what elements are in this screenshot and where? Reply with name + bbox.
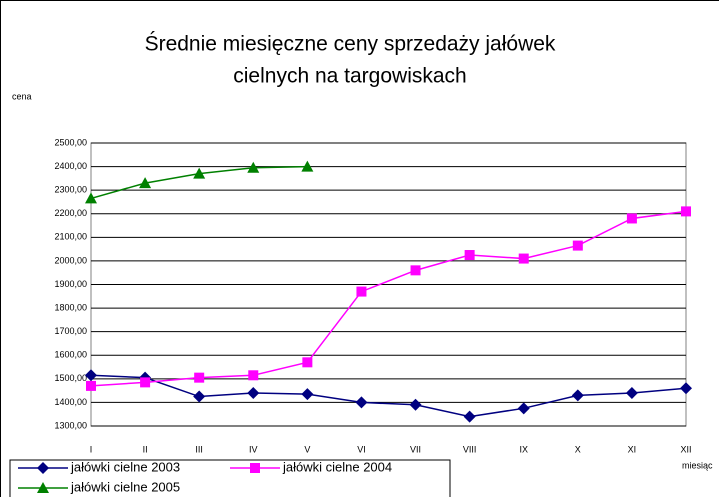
marker	[463, 410, 476, 423]
marker	[139, 177, 152, 189]
marker	[140, 377, 151, 388]
marker	[248, 370, 259, 381]
marker	[517, 402, 530, 415]
y-tick-label: 1500,00	[54, 373, 87, 383]
x-axis-label: miesiąc	[682, 460, 713, 470]
x-tick-label: VII	[410, 444, 421, 454]
marker	[194, 372, 205, 383]
y-tick-label: 2000,00	[54, 255, 87, 265]
x-tick-label: VIII	[463, 444, 477, 454]
marker	[85, 192, 97, 204]
marker	[193, 167, 206, 179]
legend-marker	[37, 462, 49, 474]
marker	[356, 286, 367, 297]
y-tick-label: 1400,00	[54, 397, 87, 407]
chart-title: cielnych na targowiskach	[233, 65, 466, 88]
legend-marker	[250, 463, 260, 473]
y-tick-label: 1800,00	[54, 302, 87, 312]
x-tick-label: I	[90, 444, 93, 454]
marker	[86, 380, 96, 391]
marker	[247, 386, 260, 399]
x-tick-label: V	[304, 444, 310, 454]
marker	[247, 161, 260, 173]
marker	[409, 398, 422, 411]
marker	[625, 386, 638, 399]
marker	[301, 388, 314, 401]
y-tick-label: 1900,00	[54, 279, 87, 289]
chart-title: Średnie miesięczne ceny sprzedaży jałówe…	[145, 32, 556, 56]
legend-label: jałówki cielne 2003	[70, 459, 180, 474]
y-tick-label: 2200,00	[54, 208, 87, 218]
marker	[626, 213, 637, 224]
x-tick-label: VI	[357, 444, 366, 454]
marker	[85, 369, 97, 382]
y-tick-label: 2100,00	[54, 232, 87, 242]
y-tick-label: 2300,00	[54, 185, 87, 195]
marker	[571, 389, 584, 402]
marker	[464, 250, 475, 261]
x-tick-label: X	[575, 444, 581, 454]
marker	[410, 265, 421, 276]
y-axis-label: cena	[12, 91, 32, 101]
x-tick-label: XI	[628, 444, 637, 454]
marker	[302, 357, 313, 368]
x-tick-label: XII	[680, 444, 691, 454]
legend-label: jałówki cielne 2005	[70, 479, 180, 494]
y-tick-label: 1700,00	[54, 326, 87, 336]
y-tick-label: 2500,00	[54, 137, 87, 147]
x-tick-label: IX	[519, 444, 528, 454]
y-tick-label: 1600,00	[54, 350, 87, 360]
marker	[193, 390, 206, 403]
y-tick-label: 2400,00	[54, 161, 87, 171]
x-tick-label: III	[195, 444, 203, 454]
marker	[680, 382, 692, 395]
marker	[681, 206, 691, 217]
series-line	[90, 210, 687, 387]
x-tick-label: IV	[249, 444, 258, 454]
legend-label: jałówki cielne 2004	[282, 459, 392, 474]
marker	[301, 160, 314, 172]
marker	[572, 240, 583, 251]
legend	[9, 459, 451, 497]
marker	[518, 253, 529, 264]
marker	[355, 396, 368, 409]
series-line	[90, 374, 687, 418]
y-tick-label: 1300,00	[54, 420, 87, 430]
x-tick-label: II	[143, 444, 148, 454]
legend-marker	[37, 482, 49, 493]
